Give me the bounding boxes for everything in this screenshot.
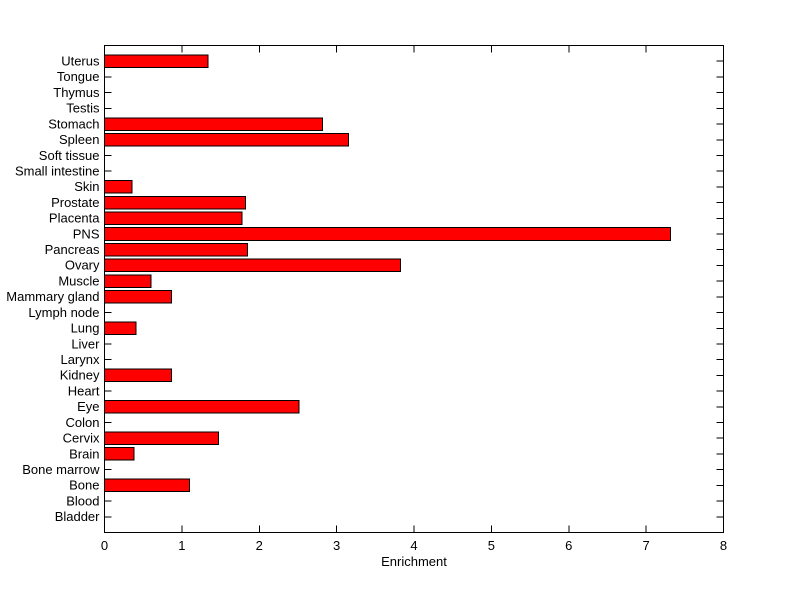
svg-text:Testis: Testis (66, 101, 100, 116)
svg-text:Larynx: Larynx (60, 352, 100, 367)
svg-text:Spleen: Spleen (59, 132, 99, 147)
svg-text:Mammary gland: Mammary gland (6, 289, 99, 304)
svg-text:Stomach: Stomach (48, 116, 99, 131)
svg-text:Bladder: Bladder (55, 509, 100, 524)
svg-text:Eye: Eye (77, 399, 99, 414)
svg-text:0: 0 (101, 538, 108, 553)
svg-text:Thymus: Thymus (53, 85, 100, 100)
svg-text:7: 7 (643, 538, 650, 553)
svg-text:4: 4 (410, 538, 417, 553)
svg-text:5: 5 (488, 538, 495, 553)
svg-text:Brain: Brain (69, 446, 99, 461)
svg-text:PNS: PNS (73, 226, 100, 241)
svg-text:Liver: Liver (71, 336, 100, 351)
svg-text:Tongue: Tongue (57, 69, 100, 84)
svg-text:8: 8 (720, 538, 727, 553)
svg-text:Lung: Lung (71, 321, 100, 336)
svg-text:2: 2 (256, 538, 263, 553)
svg-text:6: 6 (565, 538, 572, 553)
svg-text:Bone marrow: Bone marrow (22, 462, 100, 477)
svg-text:Blood: Blood (66, 493, 99, 508)
svg-text:Small intestine: Small intestine (15, 163, 100, 178)
svg-text:Bone: Bone (69, 478, 99, 493)
svg-text:Kidney: Kidney (60, 368, 100, 383)
svg-text:Prostate: Prostate (51, 195, 99, 210)
svg-text:Pancreas: Pancreas (45, 242, 100, 257)
svg-text:Colon: Colon (66, 415, 100, 430)
svg-text:1: 1 (178, 538, 185, 553)
svg-text:Uterus: Uterus (61, 54, 100, 69)
svg-text:Muscle: Muscle (58, 273, 99, 288)
svg-text:Enrichment: Enrichment (381, 554, 447, 569)
svg-text:Cervix: Cervix (63, 431, 100, 446)
svg-text:3: 3 (333, 538, 340, 553)
svg-text:Heart: Heart (68, 383, 100, 398)
svg-text:Skin: Skin (74, 179, 99, 194)
svg-text:Lymph node: Lymph node (28, 305, 99, 320)
svg-text:Ovary: Ovary (65, 258, 100, 273)
svg-text:Soft tissue: Soft tissue (39, 148, 100, 163)
svg-text:Placenta: Placenta (49, 211, 100, 226)
